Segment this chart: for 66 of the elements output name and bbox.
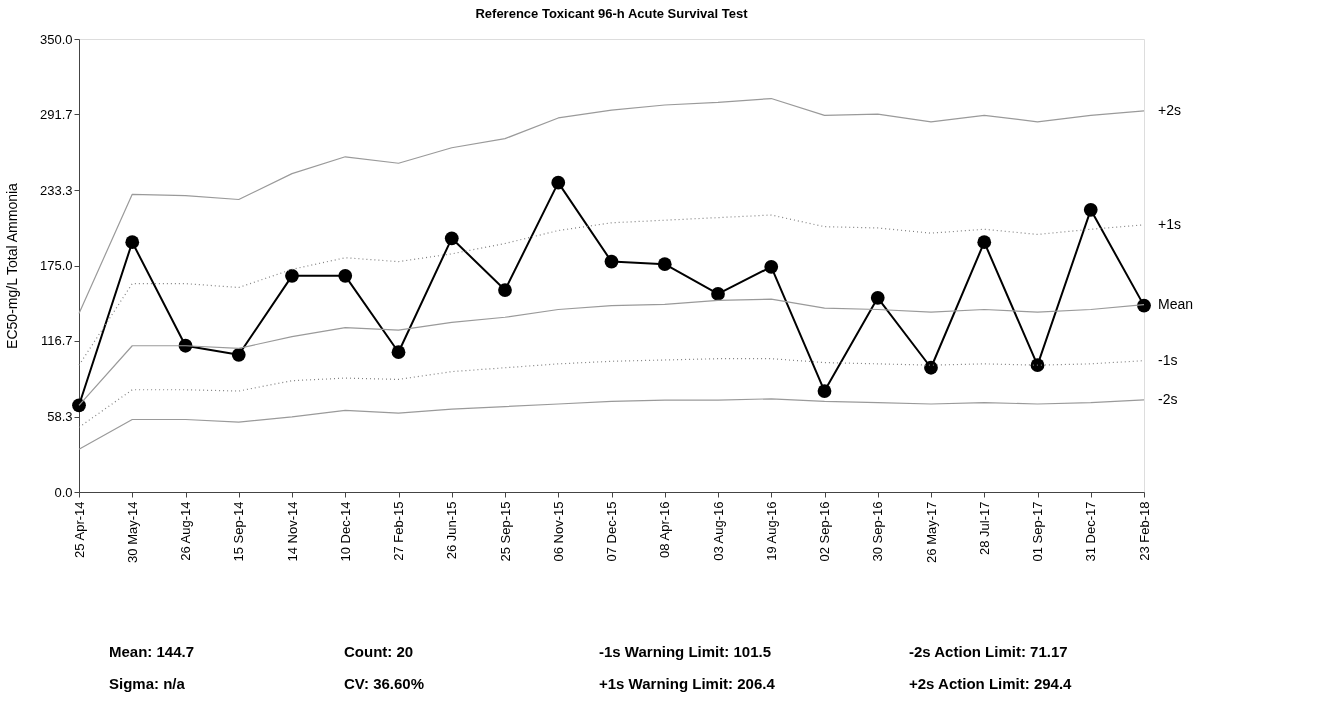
chart-title: Reference Toxicant 96-h Acute Survival Test (475, 6, 749, 21)
x-tick-label: 14 Nov-14 (284, 501, 300, 562)
point (444, 231, 459, 246)
point (817, 384, 832, 398)
x-tick-label: 08 Apr-16 (657, 501, 673, 558)
point (391, 345, 406, 360)
x-tick-label: 27 Feb-15 (391, 501, 406, 561)
x-tick-label: 30 Sep-16 (870, 501, 886, 562)
x-tick-label: 30 May-14 (124, 501, 140, 563)
x-tick-label: 19 Aug-16 (763, 501, 779, 561)
point (870, 290, 885, 305)
x-tick-label: 31 Dec-17 (1083, 501, 1099, 562)
y-tick-label: 291.7 (39, 106, 73, 122)
y-tick-label: 58.3 (47, 409, 73, 425)
line-series (78, 398, 1145, 450)
line-series (78, 358, 1145, 428)
y-tick-label: 116.7 (40, 333, 73, 349)
line-series (78, 97, 1145, 314)
text: Sigma: n/a (109, 675, 186, 692)
y-tick-label: 175.0 (39, 258, 73, 273)
point (125, 235, 140, 250)
series-label: +1s (1158, 215, 1181, 232)
x-tick-label: 28 Jul-17 (976, 501, 992, 555)
y-axis-title: EC50-mg/L Total Ammonia (3, 182, 20, 349)
point (977, 235, 992, 250)
x-tick-label: 23 Feb-18 (1136, 501, 1152, 561)
point (285, 268, 299, 283)
x-tick-label: 02 Sep-16 (817, 501, 832, 562)
x-tick-label: 25 Sep-15 (497, 501, 513, 562)
series-label: -2s (1158, 390, 1178, 407)
y-tick-label: 350.0 (39, 31, 73, 47)
y-tick-label: 233.3 (39, 182, 73, 198)
y-tick-label: 0.0 (54, 484, 73, 500)
text: CV: 36.60% (344, 675, 425, 692)
point (231, 347, 246, 362)
point (551, 175, 566, 190)
text: Count: 20 (344, 643, 414, 660)
text: +2s Action Limit: 294.4 (909, 675, 1073, 692)
point (338, 268, 353, 283)
x-tick-label: 07 Dec-15 (604, 501, 619, 562)
point (1137, 298, 1151, 313)
point (1083, 202, 1098, 217)
series-label: +2s (1158, 101, 1181, 118)
point (924, 360, 938, 375)
point (604, 254, 619, 269)
x-tick-label: 25 Apr-14 (71, 501, 87, 558)
x-tick-label: 10 Dec-14 (337, 501, 353, 562)
series-label: -1s (1158, 351, 1178, 368)
point (657, 257, 672, 272)
text: -1s Warning Limit: 101.5 (599, 643, 771, 660)
x-tick-label: 01 Sep-17 (1030, 501, 1045, 562)
text: -2s Action Limit: 71.17 (909, 643, 1068, 660)
x-tick-label: 06 Nov-15 (550, 501, 566, 562)
point (72, 398, 86, 413)
x-tick-label: 15 Sep-14 (231, 501, 247, 562)
x-tick-label: 03 Aug-16 (710, 501, 726, 561)
series-label: Mean (1158, 295, 1194, 312)
x-tick-label: 26 May-17 (923, 501, 939, 563)
x-tick-label: 26 Aug-14 (178, 501, 193, 561)
point (498, 283, 512, 297)
point (1030, 358, 1045, 373)
text: Mean: 144.7 (109, 643, 195, 660)
x-tick-label: 26 Jun-15 (444, 501, 460, 560)
text: +1s Warning Limit: 206.4 (599, 675, 776, 692)
point (711, 287, 725, 301)
point (764, 259, 779, 274)
